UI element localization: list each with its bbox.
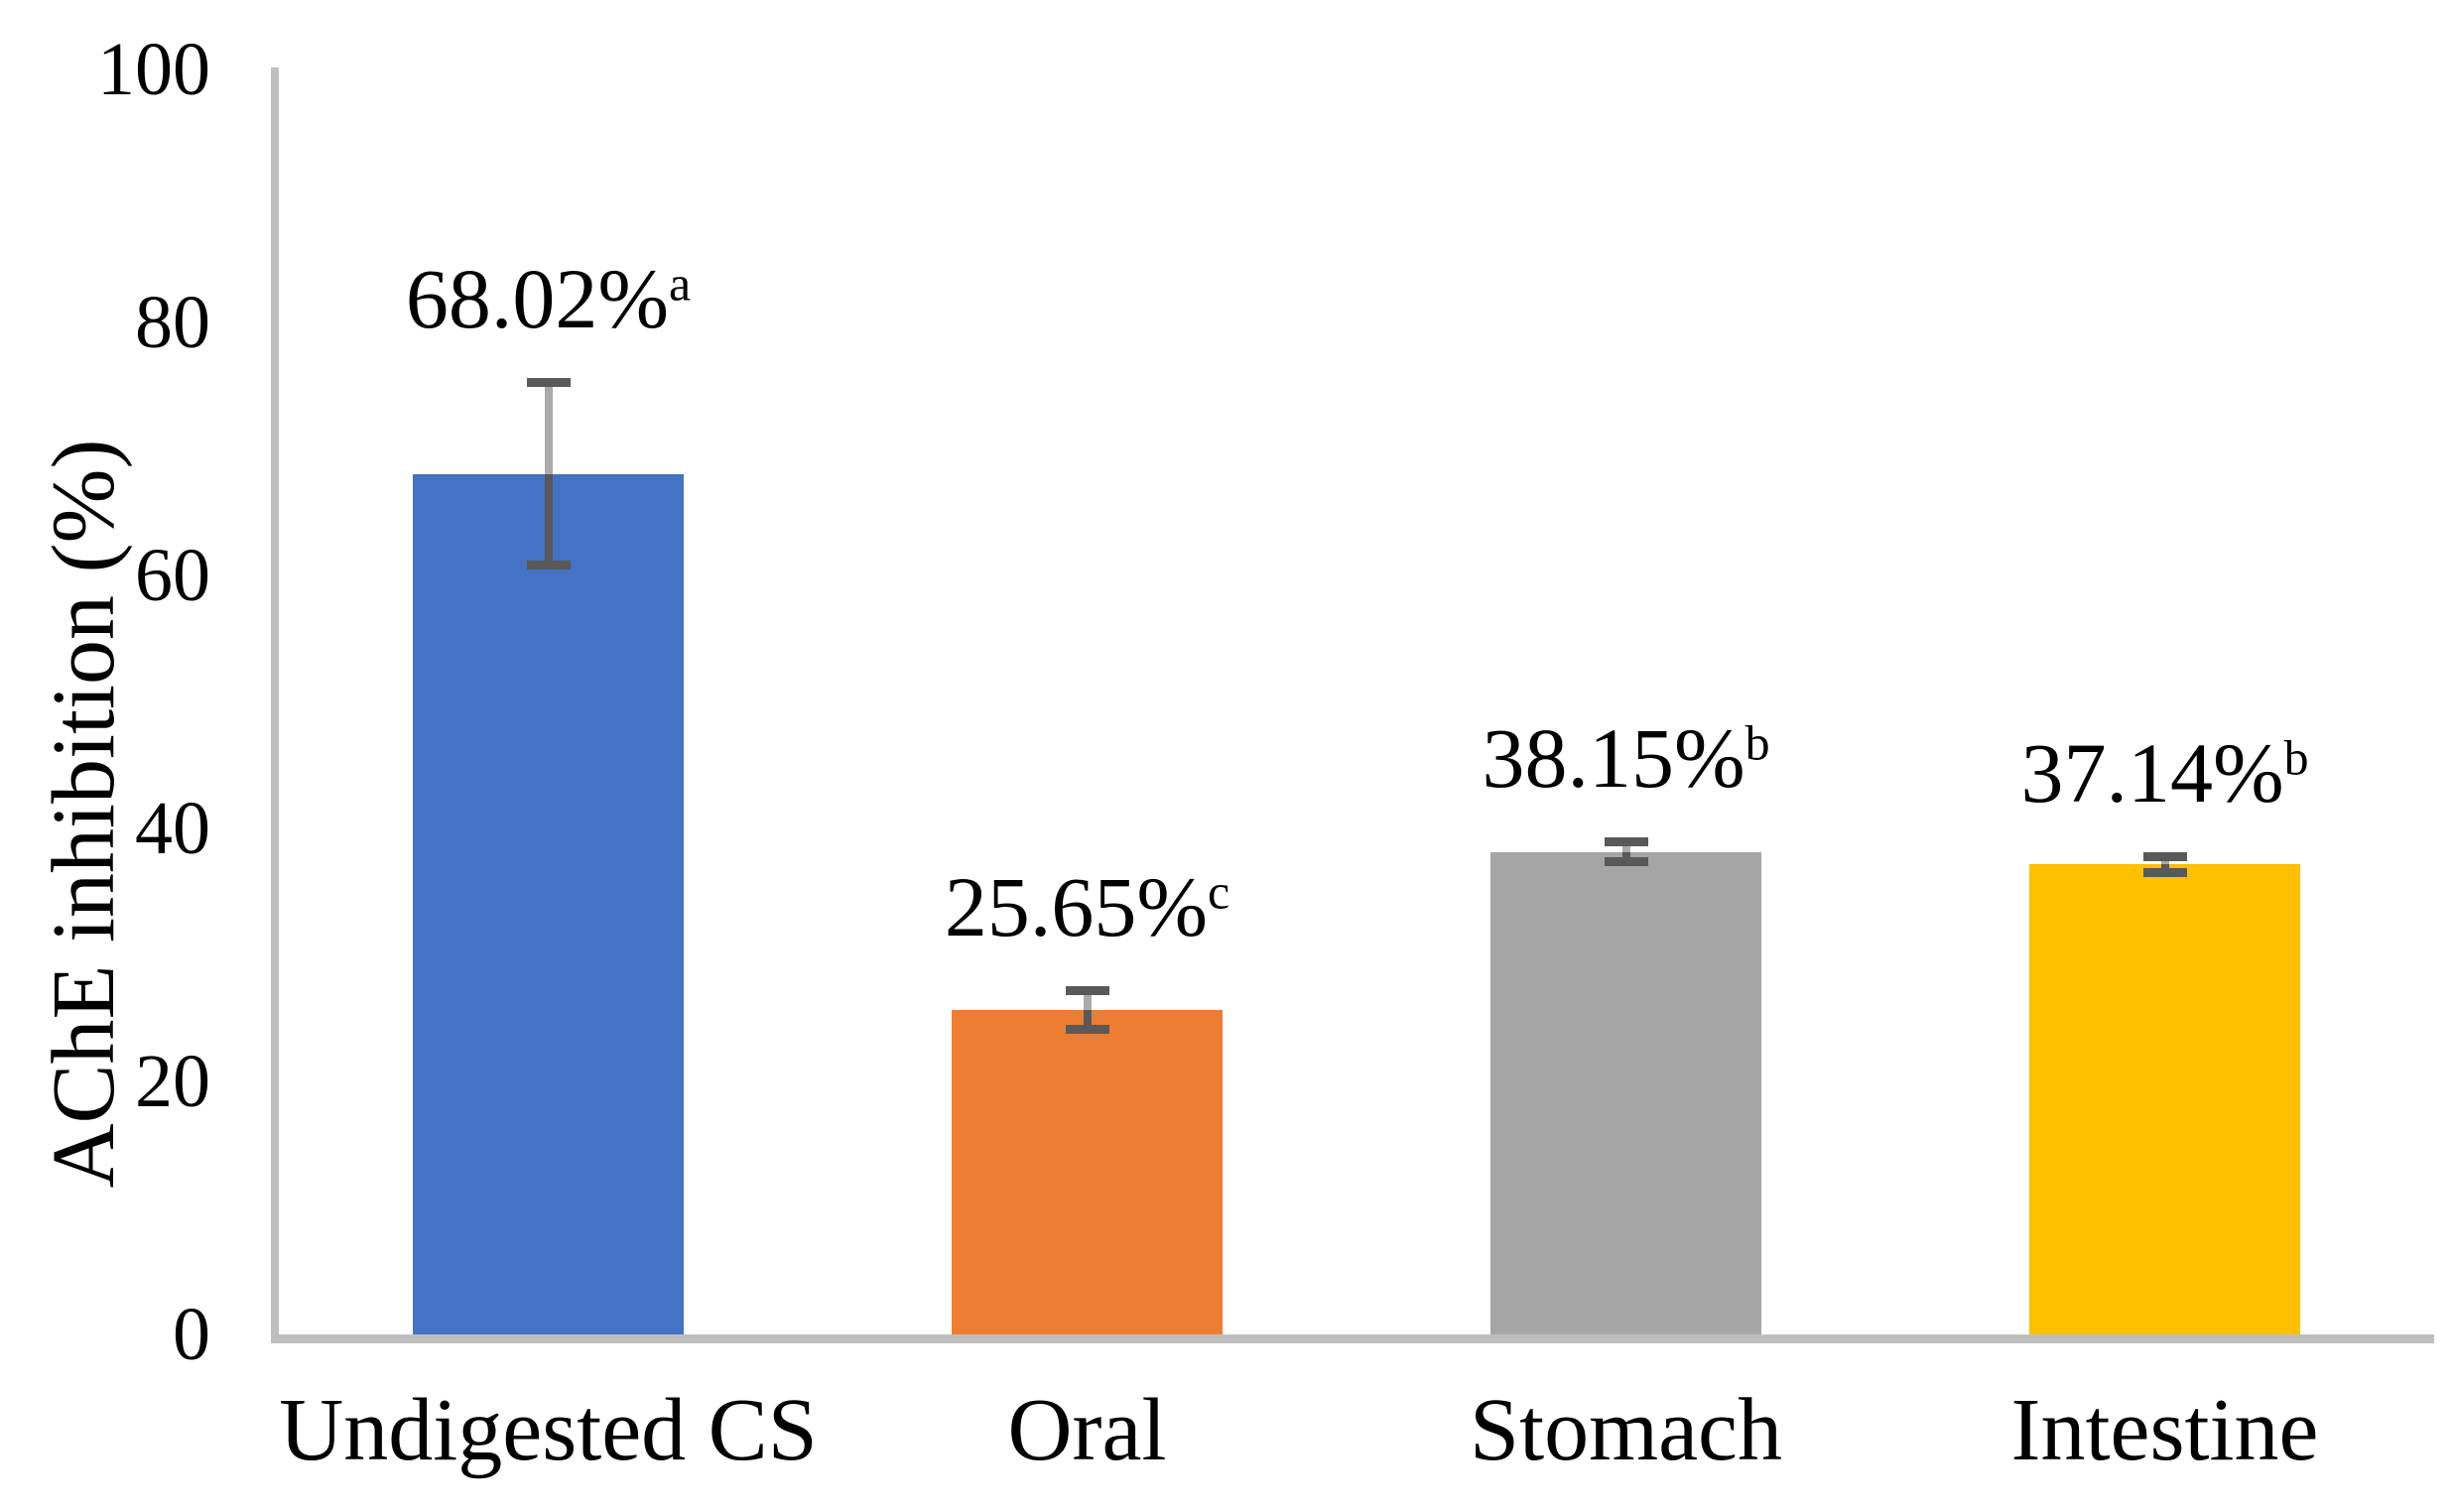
error-bar-top-cap [1065,986,1109,996]
data-label-value: 25.65% [944,859,1208,955]
y-tick-label: 100 [97,28,210,111]
data-label: 68.02%a [406,251,691,346]
x-category-label: Oral [1007,1381,1167,1479]
bar-intestine [2029,864,2300,1334]
significance-letter: b [1744,715,1770,771]
x-category-label: Intestine [2010,1381,2319,1479]
data-label-value: 68.02% [405,251,669,347]
bar-oral [952,1009,1223,1334]
significance-letter: b [2283,730,2309,786]
significance-letter: a [669,256,692,312]
bar-undigested-cs [413,473,684,1334]
data-label: 38.15%b [1482,710,1769,806]
x-category-label: Undigested CS [279,1381,818,1479]
error-bar-lower-segment [1083,1009,1092,1032]
bar-stomach [1490,851,1761,1334]
error-bar-top-cap [526,378,571,388]
error-bar-top-cap [1604,836,1648,846]
error-bar-top-cap [2142,851,2187,861]
error-bar-lower-segment [544,473,553,568]
data-label: 37.14%b [2020,725,2308,820]
data-label-value: 37.14% [2020,724,2284,820]
y-tick-label: 40 [135,787,210,870]
y-tick-label: 0 [173,1293,210,1376]
y-tick-label: 60 [135,534,210,617]
error-bar-bottom-cap [1604,857,1648,867]
significance-letter: c [1208,864,1230,920]
y-axis-line [271,67,279,1343]
error-bar-bottom-cap [2142,868,2187,878]
error-bar-upper-segment [544,380,553,474]
x-category-label: Stomach [1470,1381,1782,1479]
data-label: 25.65%c [945,859,1229,954]
y-tick-label: 80 [135,281,210,364]
data-label-value: 38.15% [1482,709,1745,806]
error-bar-bottom-cap [1065,1024,1109,1034]
error-bar-upper-segment [1083,988,1092,1010]
error-bar-bottom-cap [526,561,571,570]
y-tick-label: 20 [135,1040,210,1123]
x-axis-line [271,1334,2434,1343]
